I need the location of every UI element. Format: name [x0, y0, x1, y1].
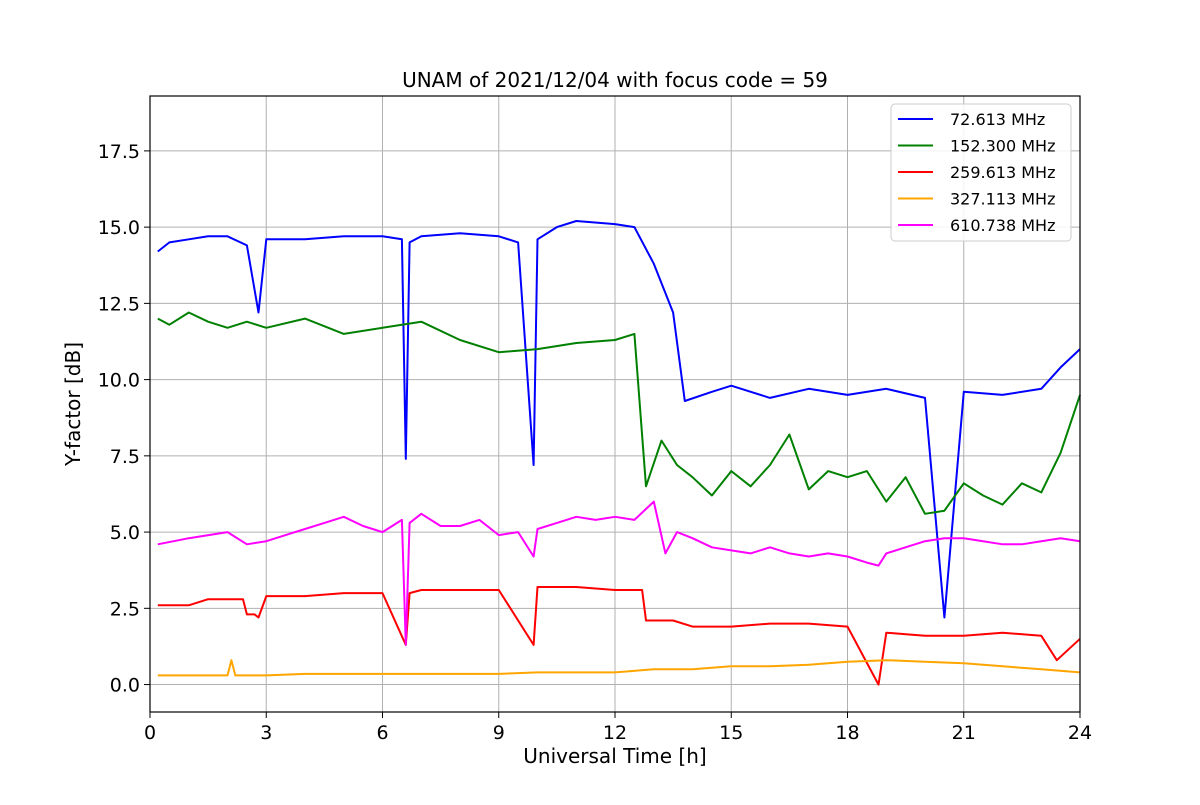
x-tick-label: 21 — [952, 722, 976, 744]
y-tick-label: 15.0 — [98, 217, 140, 239]
legend-label: 259.613 MHz — [950, 163, 1055, 182]
x-tick-label: 15 — [719, 722, 743, 744]
x-tick-label: 12 — [603, 722, 627, 744]
series-line-2 — [157, 586, 1081, 686]
x-tick-label: 18 — [835, 722, 859, 744]
y-tick-label: 7.5 — [110, 446, 140, 468]
x-tick-label: 3 — [260, 722, 272, 744]
series-line-3 — [157, 659, 1081, 677]
legend: 72.613 MHz 152.300 MHz 259.613 MHz 327.113 … — [890, 103, 1072, 242]
x-axis-title: Universal Time [h] — [523, 744, 706, 768]
legend-box — [890, 103, 1072, 242]
series-line-0 — [157, 220, 1081, 619]
y-tick-label: 2.5 — [110, 598, 140, 620]
y-tick-label: 0.0 — [110, 675, 140, 697]
y-tick-label: 12.5 — [98, 293, 140, 315]
x-tick-label: 0 — [144, 722, 156, 744]
x-tick-label: 6 — [376, 722, 388, 744]
y-axis: 0.0 2.5 5.0 7.5 10.0 12.5 15.0 17.5 — [98, 141, 150, 697]
x-axis: 0 3 6 9 12 15 18 21 24 — [144, 712, 1092, 744]
legend-label: 610.738 MHz — [950, 216, 1055, 235]
legend-label: 327.113 MHz — [950, 190, 1055, 209]
legend-label: 72.613 MHz — [950, 110, 1045, 129]
series-line-1 — [157, 311, 1081, 515]
y-tick-label: 5.0 — [110, 522, 140, 544]
grid — [149, 96, 1081, 712]
y-axis-title: Y-factor [dB] — [61, 342, 85, 467]
y-tick-label: 17.5 — [98, 141, 140, 163]
y-tick-label: 10.0 — [98, 370, 140, 392]
series-layer — [157, 220, 1081, 686]
legend-label: 152.300 MHz — [950, 137, 1055, 156]
chart-title: UNAM of 2021/12/04 with focus code = 59 — [402, 68, 828, 92]
series-line-4 — [157, 500, 1081, 646]
x-tick-label: 9 — [493, 722, 505, 744]
x-tick-label: 24 — [1068, 722, 1092, 744]
